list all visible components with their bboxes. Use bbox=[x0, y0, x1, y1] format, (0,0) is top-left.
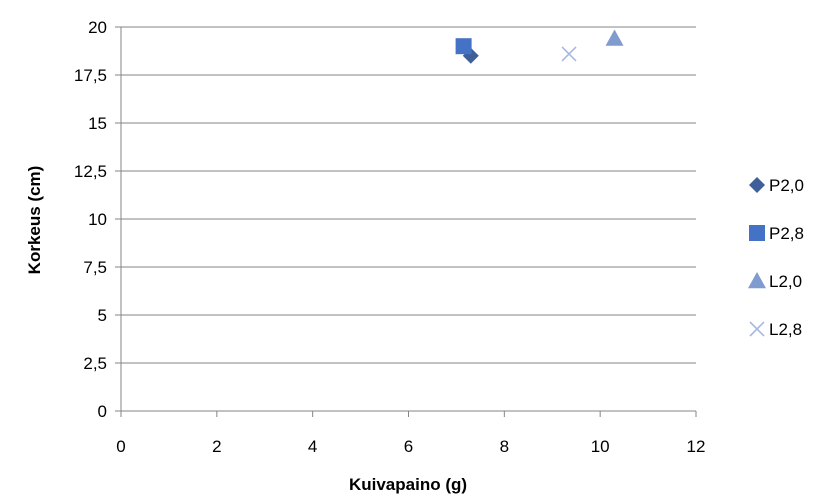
y-tick-label: 20 bbox=[88, 18, 107, 37]
y-tick-label: 17,5 bbox=[74, 66, 107, 85]
x-tick-label: 6 bbox=[404, 437, 413, 456]
point-triangle-2-0 bbox=[605, 29, 624, 46]
x-tick-label: 0 bbox=[116, 437, 125, 456]
legend-marker-x bbox=[749, 321, 765, 337]
y-tick-label: 0 bbox=[98, 402, 107, 421]
x-tick-label: 12 bbox=[687, 437, 706, 456]
tick-labels: 0 2,5 5 7,5 10 12,5 15 17,5 20 0 2 4 6 8 10 12 bbox=[74, 18, 706, 456]
legend-label: P2,8 bbox=[769, 224, 804, 243]
legend-marker-square bbox=[749, 225, 765, 241]
data-points bbox=[455, 29, 624, 64]
gridlines bbox=[121, 26, 696, 412]
x-tick-label: 2 bbox=[212, 437, 221, 456]
y-tick-label: 10 bbox=[88, 210, 107, 229]
point-x-3-0 bbox=[561, 46, 577, 62]
legend-marker-diamond bbox=[749, 177, 765, 193]
point-square-1-0 bbox=[455, 38, 472, 55]
legend: P2,0 P2,8 L2,0 L2,8 bbox=[748, 176, 804, 339]
y-tick-label: 12,5 bbox=[74, 162, 107, 181]
y-axis-title: Korkeus (cm) bbox=[25, 166, 44, 275]
legend-label: L2,8 bbox=[769, 320, 802, 339]
legend-label: P2,0 bbox=[769, 176, 804, 195]
x-tick-label: 8 bbox=[500, 437, 509, 456]
axes bbox=[115, 26, 697, 417]
point-x-3-0-stroke-b bbox=[561, 46, 577, 62]
y-tick-label: 15 bbox=[88, 114, 107, 133]
x-tick-label: 4 bbox=[308, 437, 317, 456]
y-tick-label: 2,5 bbox=[83, 354, 107, 373]
legend-marker-x-stroke-b bbox=[749, 321, 765, 337]
y-tick-label: 5 bbox=[98, 306, 107, 325]
legend-marker-triangle bbox=[748, 272, 766, 289]
legend-label: L2,0 bbox=[769, 272, 802, 291]
x-tick-label: 10 bbox=[591, 437, 610, 456]
y-tick-label: 7,5 bbox=[83, 258, 107, 277]
x-axis-title: Kuivapaino (g) bbox=[349, 475, 467, 494]
